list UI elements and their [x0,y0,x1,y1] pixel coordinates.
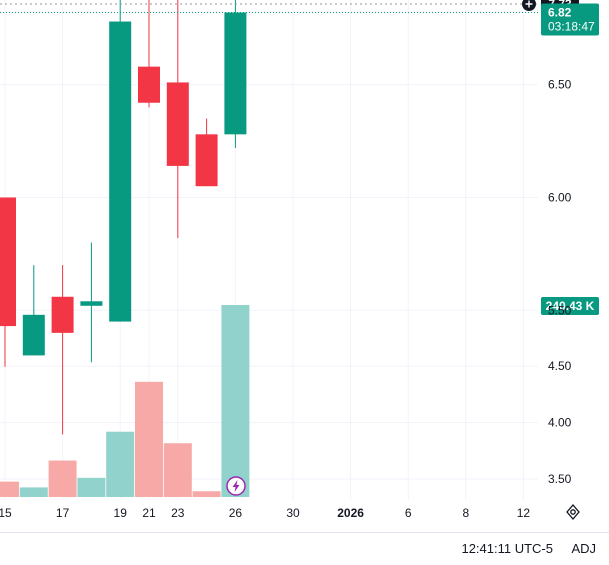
candle-body [80,301,103,306]
time-tick-label: 21 [142,506,156,520]
volume-bar [221,305,250,497]
volume-bar [192,491,221,497]
volume-bar [0,481,19,497]
candle-body [166,82,189,166]
countdown-label: 03:18:47 [548,20,595,34]
price-tick-label: 5.50 [548,303,572,317]
candlesticks [0,0,247,435]
time-axis[interactable]: 15 17 19 21 23 26 30 2026 6 8 12 [0,506,530,520]
volume-bar [135,381,163,497]
candle-body [138,66,160,103]
time-tick-label: 26 [229,506,243,520]
current-price-tag [541,3,599,36]
volume-tag [541,297,599,315]
current-price-label: 6.82 [548,6,572,20]
chart-grid [0,0,538,500]
volume-label: 240.43 K [546,299,595,313]
candle-body [0,197,16,327]
status-bar: 12:41:11 UTC-5 ADJ [0,532,609,565]
clock-timezone[interactable]: 12:41:11 UTC-5 [461,541,553,556]
time-tick-label: 6 [405,506,412,520]
volume-bar [48,460,77,497]
volume-bar [106,431,135,497]
price-tick-label: 4.00 [548,416,572,430]
volume-bar [163,443,192,497]
candle-body [22,314,45,356]
volume-bars [0,305,250,497]
candle-body [224,12,247,135]
time-tick-label: 19 [114,506,128,520]
time-tick-label: 30 [286,506,300,520]
price-tick-label: 6.50 [548,78,572,92]
settings-icon[interactable] [566,504,580,520]
time-tick-label: 2026 [337,506,364,520]
candle-body [51,296,74,333]
price-tick-label: 4.50 [548,359,572,373]
time-tick-label: 8 [462,506,469,520]
time-tick-label: 12 [517,506,531,520]
price-tick-label: 3.50 [548,472,572,486]
adjust-toggle[interactable]: ADJ [571,541,596,556]
time-tick-label: 17 [56,506,70,520]
add-alert-icon[interactable] [522,0,536,11]
price-axis[interactable]: 7.507.006.506.005.504.504.003.50 [548,0,572,486]
candle-body [195,134,218,187]
time-tick-label: 23 [171,506,185,520]
volume-bar [19,487,48,497]
candle-body [109,21,132,322]
time-tick-label: 15 [0,506,12,520]
lightning-event-icon[interactable] [226,476,246,496]
volume-bar [77,477,106,497]
price-tick-label: 6.00 [548,191,572,205]
